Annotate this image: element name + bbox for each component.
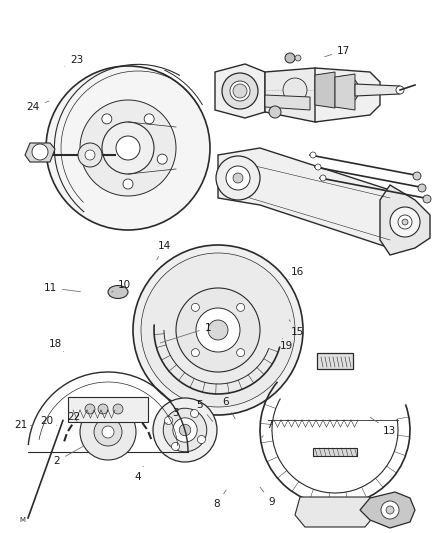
Circle shape	[331, 76, 359, 104]
Polygon shape	[25, 143, 55, 162]
Circle shape	[172, 442, 180, 450]
Text: 4: 4	[134, 466, 143, 482]
Circle shape	[78, 143, 102, 167]
Circle shape	[269, 106, 281, 118]
Circle shape	[402, 219, 408, 225]
Text: 8: 8	[213, 490, 226, 508]
Polygon shape	[380, 185, 430, 255]
Circle shape	[233, 173, 243, 183]
Circle shape	[283, 78, 307, 102]
Polygon shape	[265, 95, 310, 110]
Circle shape	[144, 114, 154, 124]
Circle shape	[153, 398, 217, 462]
Circle shape	[32, 144, 48, 160]
Text: 13: 13	[370, 417, 396, 435]
Circle shape	[191, 303, 199, 311]
Text: 10: 10	[112, 280, 131, 292]
Circle shape	[191, 409, 198, 417]
Circle shape	[133, 245, 303, 415]
Polygon shape	[265, 68, 335, 122]
Polygon shape	[215, 64, 265, 118]
Text: 24: 24	[26, 101, 49, 111]
Circle shape	[80, 404, 136, 460]
Circle shape	[310, 152, 316, 158]
Circle shape	[423, 195, 431, 203]
Circle shape	[116, 136, 140, 160]
Text: 1: 1	[160, 323, 212, 343]
Circle shape	[208, 320, 228, 340]
Circle shape	[198, 435, 205, 443]
Circle shape	[381, 501, 399, 519]
Text: 7: 7	[262, 421, 273, 438]
Circle shape	[113, 404, 123, 414]
Text: M: M	[19, 517, 25, 523]
Circle shape	[102, 426, 114, 438]
Text: 6: 6	[222, 398, 235, 419]
Circle shape	[222, 73, 258, 109]
Text: 16: 16	[289, 267, 304, 280]
Text: 9: 9	[260, 487, 275, 507]
Text: 3: 3	[166, 408, 179, 424]
Circle shape	[196, 308, 240, 352]
Text: 14: 14	[157, 241, 171, 260]
Circle shape	[191, 349, 199, 357]
Text: 11: 11	[44, 283, 81, 293]
Circle shape	[216, 156, 260, 200]
Polygon shape	[360, 492, 415, 528]
Text: 22: 22	[67, 412, 80, 422]
Polygon shape	[335, 74, 355, 110]
Circle shape	[418, 184, 426, 192]
Circle shape	[98, 404, 108, 414]
Circle shape	[173, 418, 197, 442]
Circle shape	[295, 55, 301, 61]
Circle shape	[102, 114, 112, 124]
Circle shape	[386, 506, 394, 514]
Circle shape	[230, 81, 250, 101]
Text: 20: 20	[41, 416, 57, 426]
Polygon shape	[355, 84, 400, 96]
Circle shape	[89, 154, 99, 164]
Polygon shape	[317, 353, 353, 369]
Circle shape	[141, 253, 295, 407]
Text: 19: 19	[280, 338, 293, 351]
Text: 17: 17	[325, 46, 350, 56]
Polygon shape	[218, 148, 415, 248]
Text: 21: 21	[14, 421, 33, 430]
Text: 15: 15	[289, 320, 304, 336]
Polygon shape	[315, 68, 380, 122]
Circle shape	[320, 175, 326, 181]
Circle shape	[226, 166, 250, 190]
Circle shape	[80, 100, 176, 196]
Circle shape	[396, 86, 404, 94]
Text: 18: 18	[49, 339, 64, 352]
Circle shape	[398, 215, 412, 229]
Circle shape	[237, 349, 245, 357]
Circle shape	[85, 404, 95, 414]
Circle shape	[413, 172, 421, 180]
Circle shape	[157, 154, 167, 164]
Text: 2: 2	[53, 447, 83, 466]
Text: 5: 5	[196, 400, 213, 422]
Polygon shape	[295, 497, 375, 527]
Circle shape	[233, 84, 247, 98]
Circle shape	[94, 418, 122, 446]
Circle shape	[123, 179, 133, 189]
Circle shape	[102, 122, 154, 174]
Circle shape	[176, 288, 260, 372]
Circle shape	[85, 150, 95, 160]
Circle shape	[237, 303, 245, 311]
Circle shape	[285, 53, 295, 63]
Circle shape	[390, 207, 420, 237]
Circle shape	[179, 424, 191, 436]
Circle shape	[163, 408, 207, 452]
Circle shape	[46, 66, 210, 230]
Polygon shape	[68, 397, 148, 422]
Polygon shape	[313, 448, 357, 456]
Text: 23: 23	[65, 55, 83, 67]
Polygon shape	[315, 72, 335, 108]
Circle shape	[338, 83, 352, 97]
Circle shape	[165, 416, 173, 424]
Circle shape	[315, 164, 321, 170]
Ellipse shape	[108, 286, 128, 298]
